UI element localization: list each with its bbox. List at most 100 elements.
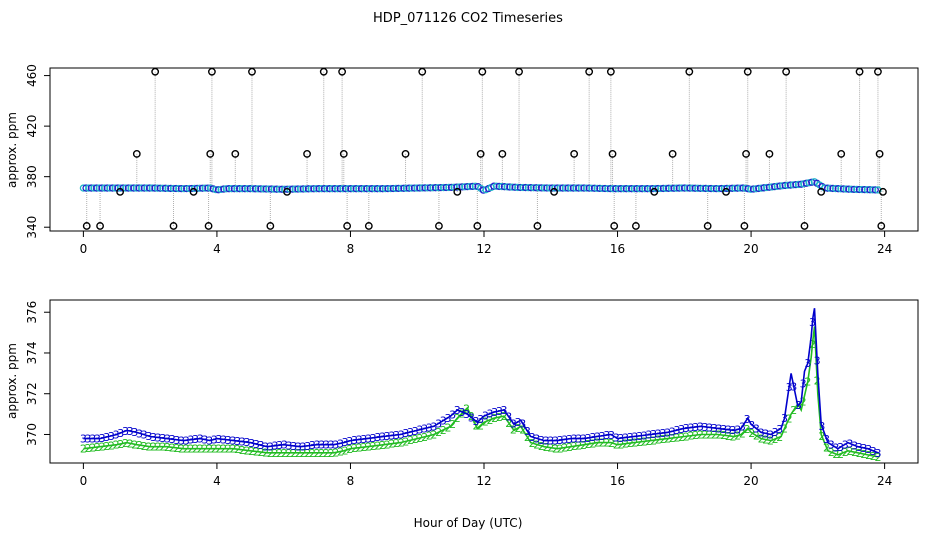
series-marker-3: 3: [767, 428, 774, 441]
series-marker-2: 2: [571, 440, 578, 453]
baseline-point: [140, 184, 148, 192]
series-marker-3: 3: [655, 428, 662, 441]
series-marker-2: 2: [865, 449, 872, 462]
baseline-point: [524, 183, 532, 192]
baseline-point: [829, 184, 837, 193]
baseline-point: [397, 184, 405, 192]
baseline-point: [138, 184, 146, 192]
series-marker-3: 3: [407, 426, 414, 439]
baseline-point: [167, 184, 175, 193]
baseline-point: [402, 184, 411, 192]
baseline-point: [87, 184, 95, 192]
series-marker-3: 3: [706, 421, 713, 434]
series-marker-2: 2: [197, 443, 204, 456]
baseline-point: [627, 185, 636, 193]
baseline-point: [212, 185, 220, 194]
series-marker-3: 3: [159, 432, 166, 445]
baseline-point: [291, 185, 299, 193]
baseline-point: [116, 184, 125, 192]
baseline-point: [863, 186, 871, 194]
series-marker-3: 3: [449, 408, 456, 421]
series-marker-3: 3: [99, 432, 106, 445]
baseline-point: [593, 184, 601, 192]
baseline-point: [111, 184, 119, 192]
baseline-point: [736, 184, 744, 192]
outlier-drop-lines: [86, 71, 884, 226]
series-marker-2: 2: [659, 433, 666, 446]
baseline-point: [235, 185, 244, 193]
series-marker-3: 3: [823, 433, 830, 446]
series-marker-2: 2: [398, 436, 405, 449]
baseline-point: [228, 185, 236, 193]
series-marker-2: 2: [318, 447, 325, 460]
series-marker-2: 2: [178, 442, 185, 455]
baseline-point: [262, 185, 270, 193]
baseline-point: [238, 185, 246, 193]
series-marker-2: 2: [309, 447, 316, 460]
baseline-point: [148, 184, 156, 192]
series-marker-3: 3: [800, 378, 807, 391]
baseline-point: [445, 183, 453, 192]
baseline-point: [169, 184, 178, 193]
baseline-point: [249, 185, 257, 193]
baseline-point: [776, 182, 784, 190]
series-marker-3: 3: [692, 421, 699, 434]
baseline-point: [588, 184, 596, 192]
baseline-point: [861, 185, 869, 194]
series-marker-2: 2: [314, 447, 321, 460]
baseline-point: [733, 184, 742, 192]
series-marker-3: 3: [458, 406, 465, 419]
series-marker-3: 3: [314, 439, 321, 452]
series-marker-3: 3: [659, 427, 666, 440]
baseline-point: [590, 184, 599, 192]
series-marker-3: 3: [328, 439, 335, 452]
series-marker-2: 2: [300, 447, 307, 460]
baseline-point: [503, 183, 511, 191]
baseline-point: [183, 184, 191, 193]
baseline-point: [429, 184, 437, 192]
series-marker-2: 2: [664, 433, 671, 446]
baseline-point: [466, 182, 474, 191]
baseline-point: [434, 183, 442, 192]
series-marker-2: 2: [851, 446, 858, 459]
series-marker-2: 2: [370, 440, 377, 453]
series-marker-3: 3: [342, 436, 349, 449]
baseline-point: [688, 184, 697, 192]
series-marker-3: 3: [402, 427, 409, 440]
top-xtick-label: 20: [743, 242, 758, 256]
series-marker-2: 2: [505, 417, 512, 430]
baseline-points: [79, 178, 882, 194]
series-marker-3: 3: [103, 431, 110, 444]
series-marker-3: 3: [510, 417, 517, 430]
series-marker-2: 2: [860, 448, 867, 461]
figure-title: HDP_071126 CO2 Timeseries: [373, 11, 563, 26]
series-marker-3: 3: [388, 430, 395, 443]
series-marker-2: 2: [482, 416, 489, 429]
baseline-point: [614, 185, 623, 193]
baseline-point: [257, 185, 265, 193]
series-marker-3: 3: [117, 427, 124, 440]
baseline-point: [868, 186, 877, 194]
baseline-point: [601, 184, 609, 193]
series-marker-3: 3: [290, 440, 297, 453]
series-marker-2: 2: [594, 437, 601, 450]
baseline-point: [680, 184, 689, 192]
baseline-point: [691, 184, 699, 192]
series-marker-2: 2: [543, 441, 550, 454]
baseline-point: [339, 185, 347, 193]
baseline-point: [556, 184, 564, 192]
baseline-point: [537, 184, 546, 192]
series-marker-2: 2: [136, 439, 143, 452]
series-marker-3: 3: [295, 440, 302, 453]
series-marker-2: 2: [328, 447, 335, 460]
series-marker-3: 3: [421, 423, 428, 436]
series-marker-2: 2: [290, 447, 297, 460]
series-marker-2: 2: [730, 430, 737, 443]
series-marker-3: 3: [365, 432, 372, 445]
series-marker-3: 3: [173, 434, 180, 447]
baseline-point: [559, 184, 567, 192]
series-marker-2: 2: [276, 447, 283, 460]
series-marker-3: 3: [617, 432, 624, 445]
outlier-point: [266, 222, 275, 230]
